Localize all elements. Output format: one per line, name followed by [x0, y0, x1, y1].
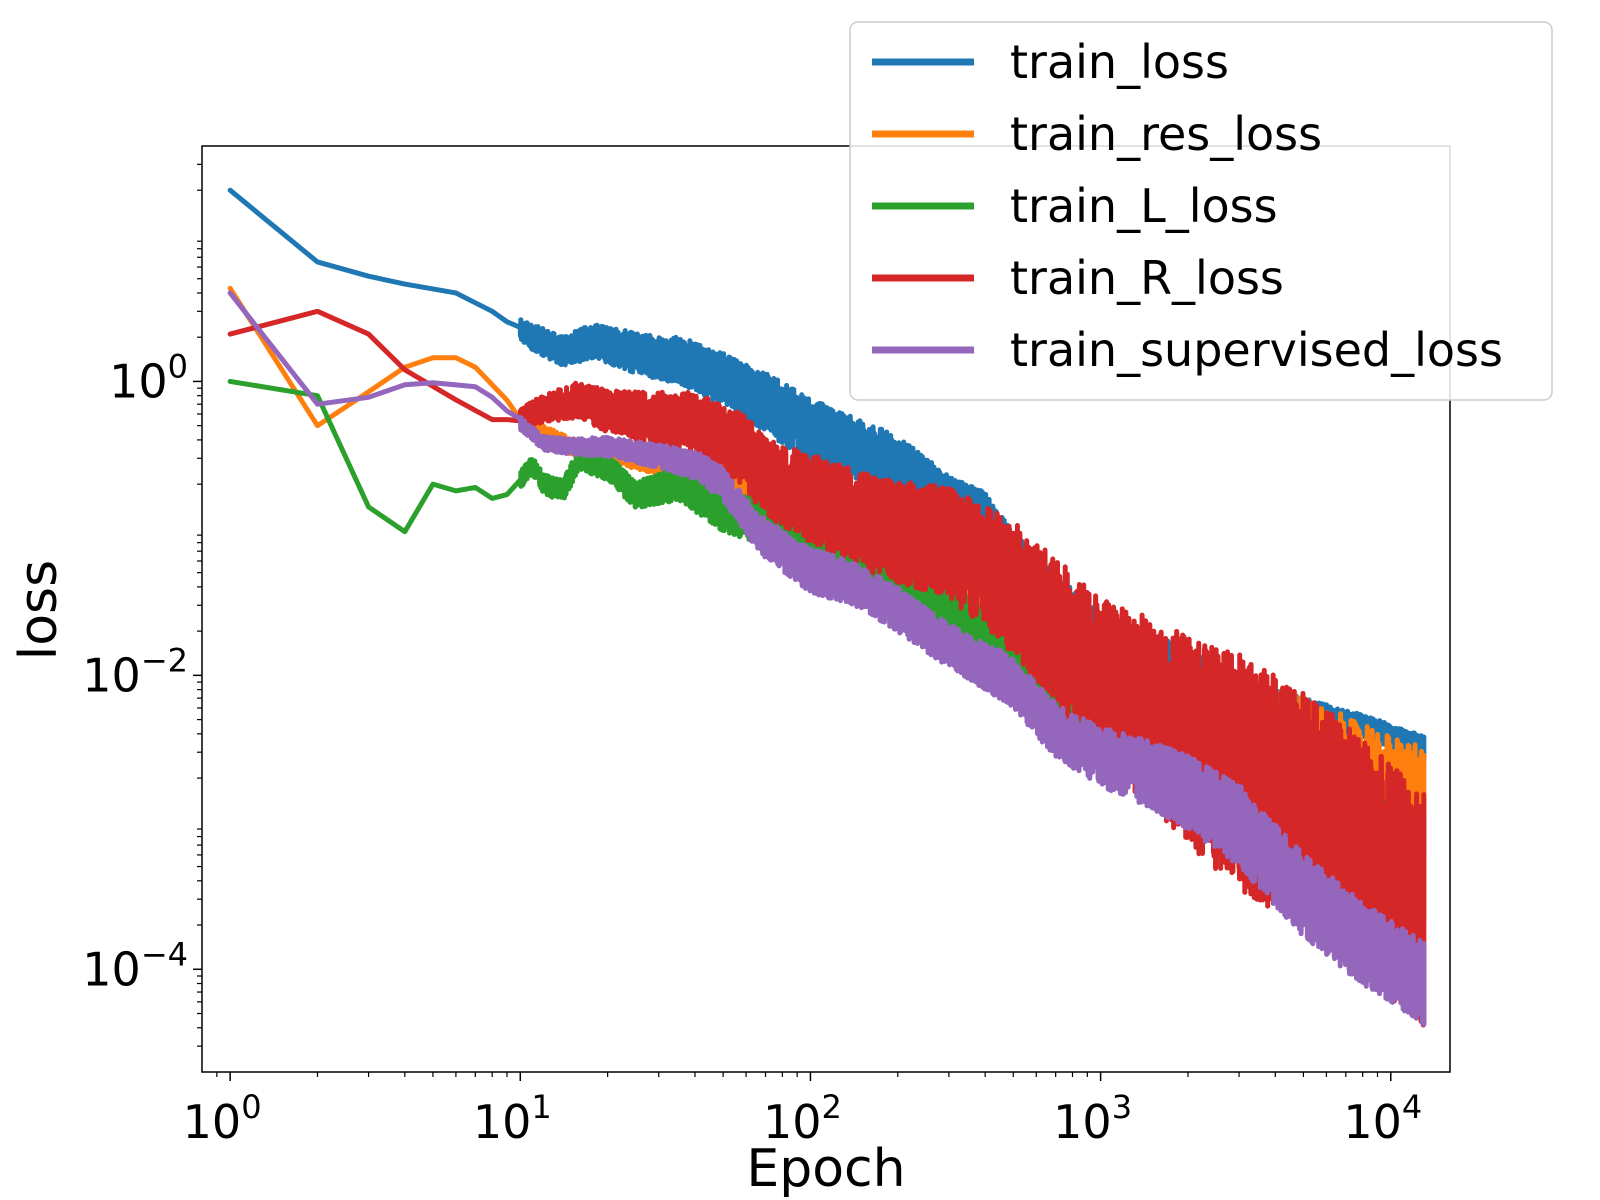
x-axis-label: Epoch	[746, 1139, 905, 1199]
x-tick-exponent: 0	[241, 1088, 261, 1126]
legend-label: train_loss	[1010, 35, 1229, 89]
x-tick-label: 103	[1053, 1088, 1132, 1149]
series-line-train-supervised-loss	[227, 290, 1427, 1027]
legend: train_loss train_res_loss train_L_losstrai…	[849, 21, 1553, 401]
y-tick-label: 10−4	[82, 935, 188, 996]
x-tick-exponent: 2	[822, 1088, 842, 1126]
legend-label: train_R_loss	[1010, 251, 1284, 305]
y-tick-exponent: 0	[168, 347, 188, 385]
y-tick-base: 10	[82, 942, 141, 996]
x-tick-label: 100	[183, 1088, 262, 1149]
x-tick-label: 101	[473, 1088, 552, 1149]
x-tick-exponent: 1	[531, 1088, 551, 1126]
x-tick-base: 10	[183, 1095, 242, 1149]
plot-frame	[201, 145, 1451, 1073]
legend-label: train_supervised_loss	[1010, 323, 1503, 377]
legend-label: train_L_loss	[1010, 179, 1278, 233]
series-layer	[227, 187, 1427, 1028]
y-tick-base: 10	[82, 648, 141, 702]
legend-label: train_res_loss	[1010, 107, 1322, 161]
x-tick-label: 104	[1343, 1088, 1422, 1149]
y-tick-label: 10−2	[82, 641, 188, 702]
x-tick-base: 10	[1053, 1095, 1112, 1149]
y-tick-label: 100	[109, 347, 188, 408]
legend-box	[849, 21, 1553, 401]
x-tick-base: 10	[1343, 1095, 1402, 1149]
x-tick-exponent: 4	[1402, 1088, 1422, 1126]
x-axis-ticks: 100 101 102 103 104	[183, 1072, 1422, 1149]
x-tick-base: 10	[763, 1095, 822, 1149]
y-tick-exponent: −2	[141, 641, 188, 679]
y-axis-label: loss	[9, 560, 69, 660]
x-tick-exponent: 3	[1112, 1088, 1132, 1126]
y-tick-exponent: −4	[141, 935, 188, 973]
y-tick-base: 10	[109, 354, 168, 408]
x-tick-base: 10	[473, 1095, 532, 1149]
x-tick-label: 102	[763, 1088, 842, 1149]
